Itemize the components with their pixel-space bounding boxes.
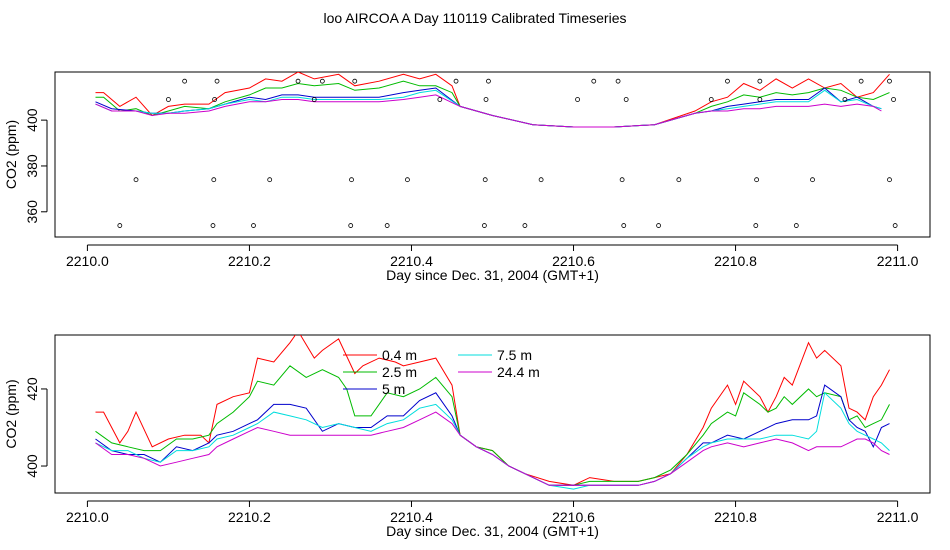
scatter-point [437, 97, 443, 102]
x-tick-label: 2210.4 [390, 509, 433, 525]
scatter-point [352, 78, 358, 84]
x-tick-label: 2211.0 [877, 253, 919, 269]
scatter-point [757, 78, 763, 84]
x-tick-label: 2210.6 [552, 253, 595, 269]
scatter-point [676, 177, 682, 183]
plot-frame [54, 71, 931, 238]
scatter-point [754, 177, 760, 183]
chart-panel-2: 2210.0 2210.2 2210.4 2210.6 2210.8 2211.0 Day … [3, 334, 931, 539]
y-tick-label: 380 [24, 154, 40, 178]
chart-panel-1: 2210.0 2210.2 2210.4 2210.6 2210.8 2211.0 Day … [3, 71, 931, 283]
scatter-point [405, 177, 410, 183]
scatter-point [725, 78, 730, 84]
scatter-point [348, 223, 354, 228]
series-line-2 [95, 365, 890, 486]
y-tick-label: 420 [24, 377, 40, 401]
scatter-point [575, 97, 580, 102]
legend-label: 5 m [382, 381, 405, 397]
scatter-point [810, 177, 815, 183]
scatter-point [295, 78, 301, 84]
scatter-point [483, 97, 489, 102]
scatter-point [656, 223, 661, 228]
scatter-point [182, 78, 188, 84]
scatter-point [210, 223, 216, 228]
scatter-point [251, 223, 256, 228]
x-tick-label: 2210.4 [390, 253, 433, 269]
x-tick-label: 2210.0 [66, 253, 109, 269]
scatter-point [481, 223, 487, 228]
scatter-point [753, 223, 759, 228]
series-line-2 [95, 80, 890, 128]
legend-label: 7.5 m [497, 347, 532, 363]
scatter-point [486, 78, 491, 84]
scatter-point [793, 223, 799, 228]
scatter-point [591, 78, 597, 84]
scatter-point [214, 78, 220, 84]
scatter-point [482, 177, 488, 183]
scatter-point [349, 177, 354, 183]
scatter-point [133, 177, 139, 183]
series-line-4 [95, 89, 882, 128]
legend-label: 0.4 m [382, 347, 417, 363]
scatter-point [621, 223, 627, 228]
series-line-1 [95, 335, 890, 486]
plot-frame [54, 334, 931, 494]
y-axis-label: CO2 (ppm) [3, 379, 19, 448]
scatter-point [842, 97, 848, 102]
x-axis-label: Day since Dec. 31, 2004 (GMT+1) [386, 267, 599, 283]
scatter-point [384, 223, 390, 228]
series-line-1 [95, 72, 890, 128]
scatter-point [117, 223, 123, 228]
x-axis-label: Day since Dec. 31, 2004 (GMT+1) [386, 523, 599, 539]
scatter-point [522, 223, 528, 228]
x-tick-label: 2210.8 [714, 253, 757, 269]
scatter-point [211, 177, 217, 183]
scatter-point [166, 97, 171, 102]
x-tick-label: 2211.0 [877, 509, 919, 525]
legend-label: 24.4 m [497, 364, 540, 380]
scatter-point [887, 78, 892, 84]
series-line-5 [95, 411, 890, 486]
scatter-point [319, 78, 325, 84]
x-tick-label: 2210.6 [552, 509, 595, 525]
scatter-point [453, 78, 459, 84]
scatter-point [891, 97, 896, 102]
plot-area [95, 72, 898, 228]
y-tick-label: 400 [24, 454, 40, 478]
scatter-point [538, 177, 544, 183]
series-line-3 [95, 384, 890, 486]
chart-title: loo AIRCOA A Day 110119 Calibrated Times… [323, 10, 627, 26]
scatter-point [615, 78, 621, 84]
y-tick-label: 400 [24, 108, 40, 132]
scatter-point [619, 177, 625, 183]
scatter-point [708, 97, 714, 102]
scatter-point [267, 177, 273, 183]
scatter-point [887, 177, 892, 183]
y-tick-label: 360 [24, 200, 40, 224]
scatter-point [892, 223, 898, 228]
scatter-point [858, 78, 864, 84]
scatter-point [311, 97, 317, 102]
scatter-point [623, 97, 629, 102]
x-tick-label: 2210.8 [714, 509, 757, 525]
x-tick-label: 2210.2 [228, 509, 271, 525]
legend-label: 2.5 m [382, 364, 417, 380]
x-tick-label: 2210.2 [228, 253, 271, 269]
y-axis-label: CO2 (ppm) [3, 120, 19, 189]
x-tick-label: 2210.0 [66, 509, 109, 525]
scatter-point [212, 97, 218, 102]
plot-area [95, 335, 890, 490]
scatter-point [757, 97, 763, 102]
series-line-5 [95, 94, 882, 128]
